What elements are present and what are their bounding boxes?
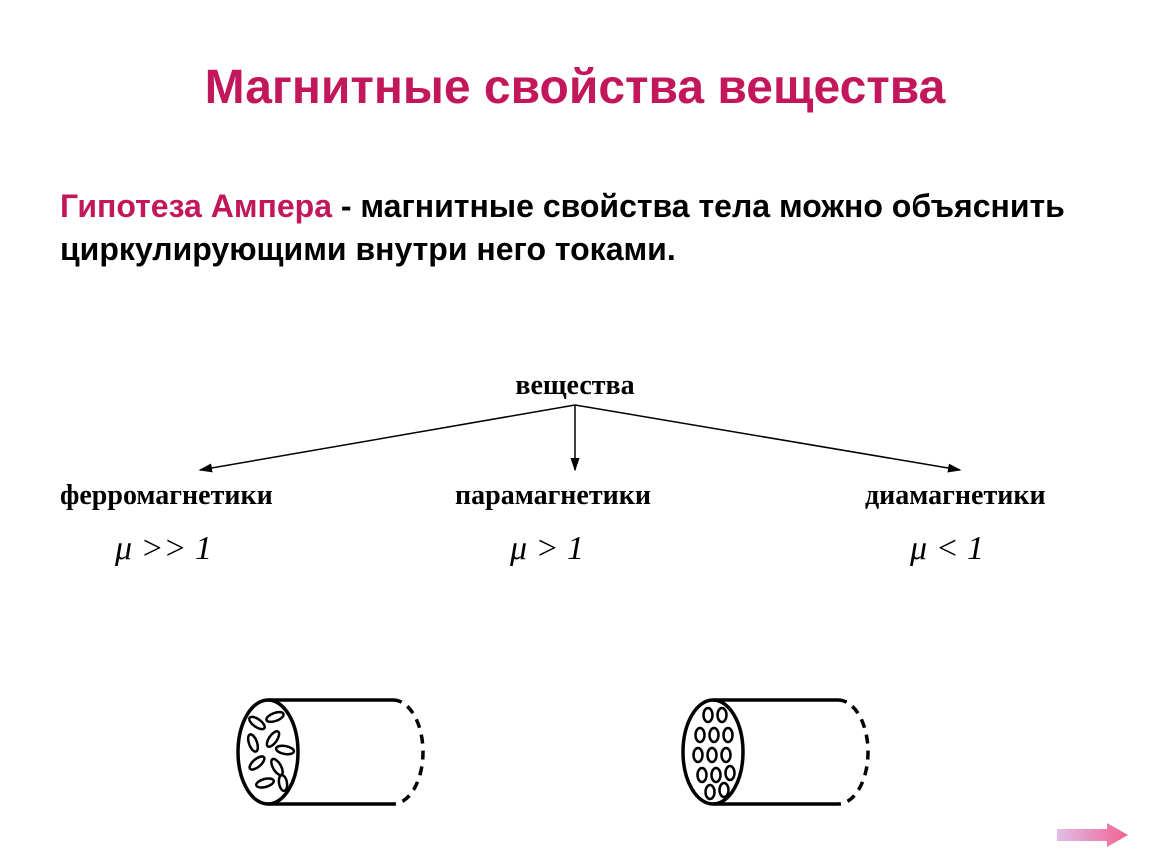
category-label-2: диамагнетики [865,480,1046,512]
cylinder-magnetized [680,695,870,810]
next-slide-button[interactable] [1055,821,1130,849]
category-label-0: ферромагнетики [60,480,273,512]
tree-arrows [0,400,1150,490]
tree-root-label: вещества [0,370,1150,402]
slide-title: Магнитные свойства вещества [0,60,1150,115]
category-formula-2: μ < 1 [910,530,984,568]
category-formula-0: μ >> 1 [115,530,212,568]
cylinder-unmagnetized [235,695,425,810]
category-formula-1: μ > 1 [510,530,584,568]
hypothesis-text: Гипотеза Ампера - магнитные свойства тел… [60,185,1090,271]
category-label-1: парамагнетики [455,480,651,512]
hypothesis-highlight: Гипотеза Ампера [60,188,332,224]
